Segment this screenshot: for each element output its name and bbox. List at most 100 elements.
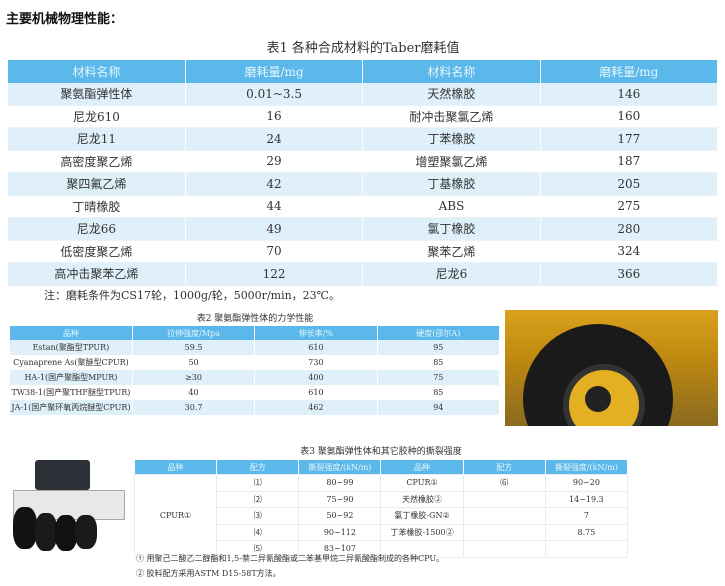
table-cell: 160 [540, 105, 719, 128]
table-cell: 24 [185, 127, 364, 151]
table-cell: 94 [377, 400, 501, 415]
table-cell: 70 [185, 240, 364, 263]
footnote-2: ② 胶料配方采用ASTM D15-58T方法。 [136, 569, 281, 578]
column-header: 配方 [216, 460, 300, 475]
table-cell: 尼龙6 [362, 262, 541, 286]
table-cell: 83~107 [298, 540, 382, 558]
table-row: 丁晴橡胶 44 ABS 275 [8, 195, 719, 218]
table-cell: 天然橡胶 [362, 83, 541, 106]
table-row: 聚四氟乙烯 42 丁基橡胶 205 [8, 172, 719, 196]
table-cell: 90~20 [544, 474, 629, 492]
table-cell [462, 523, 546, 541]
table-cell: 177 [540, 127, 719, 151]
table-cell: 8.75 [544, 523, 629, 541]
table-row: TW38-1(国产聚THF醚型TPUR) 40 610 85 [10, 385, 501, 400]
table-cell: JA-1(国产聚环氧丙烷醚型CPUR) [10, 400, 133, 415]
table-cell: 氯丁橡胶 [362, 217, 541, 241]
table2-title: 表2 聚氨酯弹性体的力学性能 [196, 314, 314, 324]
mechanical-properties-table: 品种 拉伸强度/Mpa 伸长率/% 硬度(邵尔A) Estan(聚酯型TPUR) 59.5… [10, 326, 501, 415]
table-row: 聚氨酯弹性体 0.01~3.5 天然橡胶 146 [8, 83, 719, 106]
table-cell [544, 540, 629, 558]
table-cell: 增塑聚氯乙烯 [362, 150, 541, 173]
table-row: 低密度聚乙烯 70 聚苯乙烯 324 [8, 240, 719, 263]
table-cell: 462 [254, 400, 378, 415]
tire-photo [505, 310, 718, 426]
table-cell: ⑹ [462, 474, 546, 492]
column-header: 撕裂强度/(kN/m) [298, 460, 382, 475]
table-cell: 丁基橡胶 [362, 172, 541, 196]
table-cell: 30.7 [132, 400, 256, 415]
table-cell: 29 [185, 150, 364, 173]
taber-abrasion-table: 材料名称 磨耗量/mg 材料名称 磨耗量/mg 聚氨酯弹性体 0.01~3.5 天然橡胶 14… [8, 60, 719, 286]
table-cell: Cyanaprene As(聚醚型CPUR) [10, 355, 133, 370]
table-cell: ⑷ [216, 523, 300, 541]
column-header: 材料名称 [8, 60, 186, 83]
column-header: 材料名称 [362, 60, 541, 83]
table-cell: 324 [540, 240, 719, 263]
column-header: 品种 [10, 326, 133, 340]
table-cell: 50~92 [298, 507, 382, 525]
table-cell: ⑶ [216, 507, 300, 525]
table-cell: 聚苯乙烯 [362, 240, 541, 263]
table-cell: 耐冲击聚氯乙烯 [362, 105, 541, 128]
table-cell: ⑵ [216, 490, 300, 508]
column-header: 撕裂强度/(kN/m) [545, 460, 629, 475]
column-header: 伸长率/% [254, 326, 378, 340]
table-cell: 122 [185, 262, 364, 286]
column-header: 品种 [380, 460, 464, 475]
table-row: CPUR① ⑴ 80~99 CPUR① ⑹ 90~20 [133, 474, 629, 558]
table-cell: 280 [540, 217, 719, 241]
table-cell: 14~19.3 [544, 490, 629, 508]
table-row: ⑸ 83~107 [135, 540, 629, 558]
table-row: 高冲击聚苯乙烯 122 尼龙6 366 [8, 262, 719, 286]
table-cell: 49 [185, 217, 364, 241]
table-row: 高密度聚乙烯 29 增塑聚氯乙烯 187 [8, 150, 719, 173]
table-cell: 丁苯橡胶-1500② [380, 523, 464, 541]
table-cell: 400 [254, 370, 378, 385]
table-cell: TW38-1(国产聚THF醚型TPUR) [10, 385, 133, 400]
section-heading: 主要机械物理性能： [6, 12, 124, 27]
footnote-1: ① 用聚己二酸乙二醇酯和1,5-萘二异氰酸酯或二苯基甲烷二异氰酸酯制成的各种CP… [136, 554, 445, 563]
table-cell: 42 [185, 172, 364, 196]
table-cell: 尼龙610 [8, 105, 186, 128]
table-cell: 高冲击聚苯乙烯 [8, 262, 186, 286]
table-cell [462, 490, 546, 508]
table1-title: 表1 各种合成材料的Taber磨耗值 [266, 41, 460, 56]
table-cell: 75~90 [298, 490, 382, 508]
table-cell: Estan(聚酯型TPUR) [10, 340, 133, 355]
column-header: 拉伸强度/Mpa [132, 326, 256, 340]
table-cell: 146 [540, 83, 719, 106]
table-cell: ⑸ [216, 540, 300, 558]
table-row: JA-1(国产聚环氧丙烷醚型CPUR) 30.7 462 94 [10, 400, 501, 415]
table-cell: 高密度聚乙烯 [8, 150, 186, 173]
column-header: 品种 [134, 460, 218, 475]
road-roller-photo [5, 455, 125, 555]
table3-title: 表3 聚氨酯弹性体和其它胶种的撕裂强度 [300, 447, 462, 457]
table-cell: HA-1(国产聚酯型MPUR) [10, 370, 133, 385]
table-cell: 366 [540, 262, 719, 286]
table-cell: 0.01~3.5 [185, 83, 364, 106]
table-cell: 80~99 [298, 474, 382, 492]
table-row: HA-1(国产聚酯型MPUR) ≥30 400 75 [10, 370, 501, 385]
table-cell: 44 [185, 195, 364, 218]
table-cell: 730 [254, 355, 378, 370]
table-cell: 聚氨酯弹性体 [8, 83, 186, 106]
table-cell: 天然橡胶② [380, 490, 464, 508]
table-cell: ≥30 [132, 370, 256, 385]
table-cell: 氯丁橡胶-GN② [380, 507, 464, 525]
tear-strength-table: 品种 配方 撕裂强度/(kN/m) 品种 配方 撕裂强度/(kN/m) CPUR① ⑴ 80~9… [133, 460, 629, 558]
table-cell: 75 [377, 370, 501, 385]
table1-note: 注：磨耗条件为CS17轮，1000g/轮，5000r/min，23℃。 [44, 289, 340, 302]
table-cell: 50 [132, 355, 256, 370]
table-cell [380, 540, 464, 558]
column-header: 硬度(邵尔A) [377, 326, 501, 340]
table-row: 尼龙66 49 氯丁橡胶 280 [8, 217, 719, 241]
table-cell: 59.5 [132, 340, 256, 355]
column-header: 配方 [463, 460, 546, 475]
table-cell: 7 [544, 507, 629, 525]
table-row: 尼龙610 16 耐冲击聚氯乙烯 160 [8, 105, 719, 128]
table-cell: 95 [377, 340, 501, 355]
table-cell: 85 [377, 355, 501, 370]
table-row: 尼龙11 24 丁苯橡胶 177 [8, 127, 719, 151]
table-cell: 低密度聚乙烯 [8, 240, 186, 263]
